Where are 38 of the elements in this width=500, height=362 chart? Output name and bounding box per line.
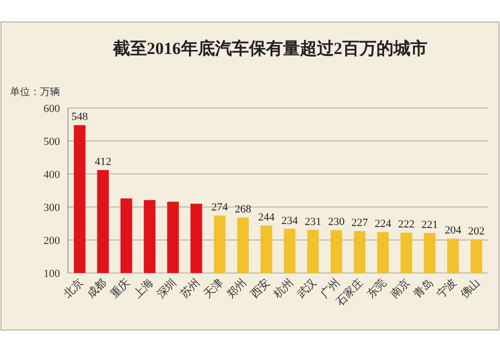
y-tick-label: 500 [44,136,60,148]
data-label: 224 [374,218,392,230]
y-tick-label: 400 [44,169,60,181]
x-tick-label: 东莞 [364,276,390,301]
x-tick-label: 杭州 [270,276,296,302]
data-label: 268 [234,204,252,216]
x-tick-label: 天津 [201,276,226,301]
data-label: 230 [328,216,346,228]
data-label: 222 [398,218,415,231]
y-tick-label: 600 [44,103,60,115]
y-tick-label: 300 [44,202,60,214]
data-label: 412 [94,156,112,168]
data-label: 204 [444,224,462,237]
chart-title: 截至2016年底汽车保有量超过2百万的城市 [112,39,428,58]
x-tick-label: 青岛 [411,276,436,301]
x-tick-label: 成都 [84,276,110,301]
x-tick-label: 上海 [131,276,156,301]
x-tick-label: 佛山 [458,276,482,301]
data-label: 234 [281,214,298,227]
x-tick-label: 南京 [388,276,412,301]
x-tick-label: 北京 [61,276,86,301]
data-label: 548 [71,111,88,124]
data-label: 274 [211,202,228,214]
data-label: 202 [468,225,485,238]
x-tick-label: 重庆 [108,276,132,301]
x-tick-label: 西安 [248,276,272,301]
data-label: 221 [421,219,438,232]
x-tick-label: 宁波 [434,276,460,301]
x-tick-label: 苏州 [178,276,202,301]
text: 单位：万辆 [10,86,60,98]
y-tick-label: 100 [44,268,60,280]
x-tick-label: 深圳 [154,276,180,301]
x-tick-label: 武汉 [294,276,320,301]
x-tick-label: 郑州 [224,276,250,301]
data-label: 244 [258,211,276,224]
data-label: 227 [351,217,368,230]
data-label: 231 [304,216,322,228]
y-tick-label: 200 [44,235,60,247]
